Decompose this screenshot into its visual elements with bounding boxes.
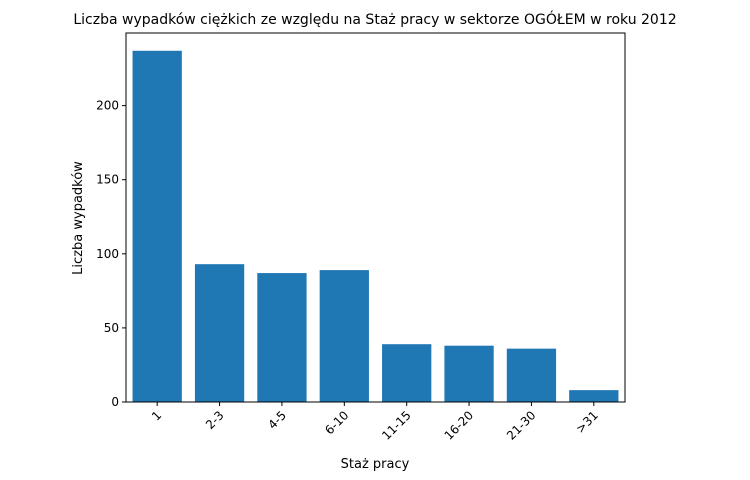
bar [257,273,307,402]
x-tick-label: 21-30 [504,408,539,443]
x-tick-label: 6-10 [322,408,351,437]
y-axis-ticks: 0 50 100 150 200 [96,99,126,409]
bar [569,390,619,402]
x-tick-label: 1 [149,408,164,423]
y-tick-label: 0 [111,395,119,409]
bar [194,264,245,402]
bar [382,344,432,402]
x-tick-label: 2-3 [203,408,227,432]
y-tick-label: 150 [96,173,119,187]
x-tick-label: 11-15 [379,408,414,443]
chart-title: Liczba wypadków ciężkich ze względu na S… [73,10,676,28]
x-tick-label: >31 [573,408,601,436]
bar [319,270,369,402]
y-axis-label: Liczba wypadków [71,161,86,275]
bar [444,345,494,402]
x-axis-label: Staż pracy [341,457,410,472]
x-axis-ticks: 1 2-3 4-5 6-10 11-15 16-20 21-30 >31 [149,402,601,443]
bar [132,50,182,402]
y-tick-label: 200 [96,99,119,113]
x-tick-label: 16-20 [442,408,477,443]
plot-frame [125,32,626,403]
bar [506,348,557,402]
bars-group [132,50,619,402]
x-tick-label: 4-5 [265,408,289,432]
y-tick-label: 100 [96,247,119,261]
y-tick-label: 50 [104,321,119,335]
